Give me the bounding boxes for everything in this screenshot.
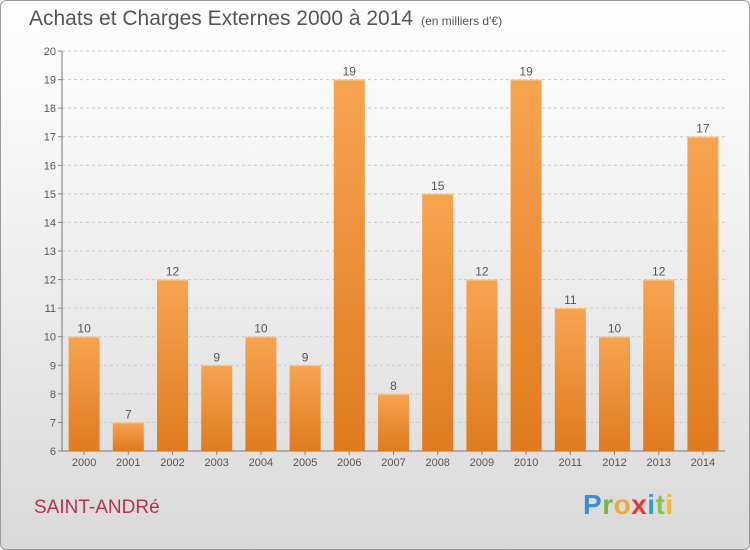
logo-letter: x [631,489,648,520]
bar [643,279,675,451]
y-tick-label: 13 [44,246,56,258]
logo-letter: i [647,489,656,520]
chart-title: Achats et Charges Externes 2000 à 2014 (e… [29,7,502,31]
x-tick-label: 2001 [116,457,140,469]
bar [289,365,321,451]
x-tick-label: 2014 [691,457,715,469]
x-tick-label: 2000 [72,457,96,469]
place-name: SAINT-ANDRé [34,497,160,518]
bar [554,308,586,451]
x-tick-label: 2008 [425,457,449,469]
logo-letter: P [583,489,603,520]
y-tick-label: 6 [50,446,56,458]
y-tick-label: 12 [44,275,56,287]
logo-letter: r [602,489,614,520]
bar [466,279,498,451]
y-tick-label: 19 [44,75,56,87]
x-tick-label: 2005 [293,457,317,469]
x-tick-label: 2002 [160,457,184,469]
bar-value-label: 10 [608,322,622,336]
y-tick-label: 9 [50,360,56,372]
y-tick-label: 17 [44,132,56,144]
bar-value-label: 17 [696,122,710,136]
bar-value-label: 15 [431,179,445,193]
x-tick-label: 2009 [470,457,494,469]
y-tick-label: 10 [44,332,56,344]
bar-value-label: 9 [213,350,220,364]
logo-letter: t [655,489,666,520]
bar-value-label: 7 [125,407,132,421]
bar-value-label: 11 [564,293,577,307]
x-tick-label: 2006 [337,457,361,469]
bar-value-label: 9 [302,350,309,364]
logo-letter: o [613,489,632,520]
bar [422,193,454,451]
bar [378,393,409,451]
y-tick-label: 18 [44,103,56,115]
bar [112,422,144,451]
bar [68,336,100,451]
x-tick-label: 2007 [381,457,405,469]
x-tick-label: 2013 [646,457,670,469]
bar-value-label: 19 [519,65,533,79]
y-tick-label: 20 [44,46,56,58]
title-unit: (en milliers d'€) [421,14,503,28]
bar [599,336,630,451]
logo-letter: i [665,489,674,520]
bar [157,279,188,451]
title-text: Achats et Charges Externes 2000 à 2014 [29,7,414,30]
x-tick-label: 2011 [558,457,582,469]
proxiti-logo: Proxiti [583,489,674,521]
x-tick-label: 2012 [602,457,626,469]
bar-value-label: 12 [652,265,666,279]
bar [201,365,233,451]
y-tick-label: 11 [45,303,56,315]
bar [510,79,542,452]
y-tick-label: 8 [50,389,56,401]
y-tick-label: 7 [50,417,56,429]
bar [333,79,365,452]
bar-value-label: 10 [254,322,268,336]
y-tick-label: 16 [44,160,56,172]
bar-value-label: 10 [77,322,91,336]
bar-value-label: 8 [390,379,397,393]
bar-value-label: 19 [343,65,357,79]
x-tick-label: 2010 [514,457,538,469]
bar-value-label: 12 [166,265,180,279]
x-tick-label: 2003 [204,457,228,469]
y-tick-label: 15 [44,189,56,201]
bar [687,136,719,451]
bar [245,336,277,451]
y-tick-label: 14 [44,217,56,229]
x-tick-label: 2004 [249,457,273,469]
bar-value-label: 12 [475,265,489,279]
